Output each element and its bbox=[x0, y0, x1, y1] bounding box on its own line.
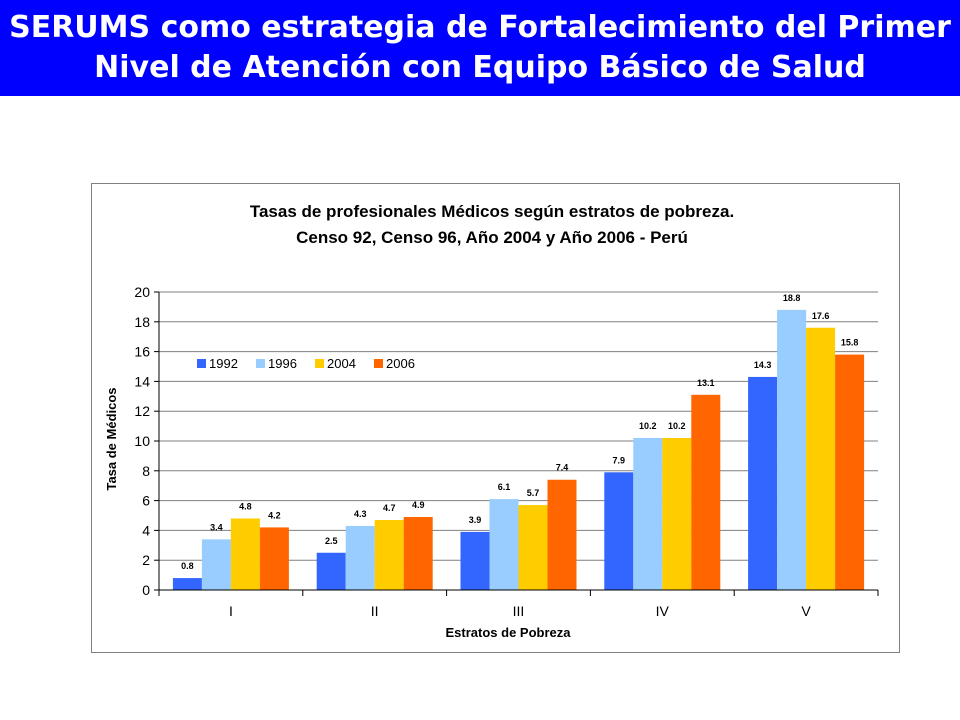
slide-title-line-2: Nivel de Atención con Equipo Básico de S… bbox=[94, 50, 866, 85]
data-labels: 0.8 3.4 4.8 4.2 2.5 4.3 4.7 4.9 3.9 6.1 5.7 7.4 7.9 1… bbox=[181, 293, 858, 571]
bar-IV-1996 bbox=[633, 438, 663, 590]
y-tick-label: 18 bbox=[134, 314, 150, 330]
bar-II-2004 bbox=[374, 519, 404, 590]
bar-chart: Tasas de profesionales Médicos según est… bbox=[104, 202, 879, 640]
bar-III-1996 bbox=[489, 499, 519, 590]
bar-II-1996 bbox=[345, 525, 375, 590]
x-tick-label: III bbox=[513, 603, 525, 619]
data-label: 15.8 bbox=[841, 338, 859, 348]
data-label: 4.9 bbox=[412, 500, 425, 510]
bar-II-2006 bbox=[403, 516, 433, 590]
data-label: 10.2 bbox=[668, 421, 686, 431]
data-label: 4.7 bbox=[383, 503, 396, 513]
bar-III-2006 bbox=[547, 479, 577, 590]
data-label: 18.8 bbox=[783, 293, 801, 303]
bar-I-2004 bbox=[230, 518, 260, 590]
y-tick-label: 4 bbox=[142, 522, 150, 538]
bar-V-2004 bbox=[806, 327, 836, 590]
bar-I-1996 bbox=[201, 539, 231, 590]
y-tick-label: 14 bbox=[134, 373, 150, 389]
bar-V-1992 bbox=[748, 376, 778, 590]
legend-label: 2006 bbox=[386, 356, 415, 371]
chart-title: Tasas de profesionales Médicos según est… bbox=[250, 202, 734, 221]
legend: 1992 1996 2004 2006 bbox=[197, 356, 415, 371]
bar-I-1992 bbox=[172, 578, 202, 590]
bar-V-1996 bbox=[777, 309, 807, 590]
data-label: 5.7 bbox=[527, 488, 540, 498]
y-tick-label: 8 bbox=[142, 463, 150, 479]
bars bbox=[172, 309, 865, 590]
data-label: 17.6 bbox=[812, 311, 830, 321]
y-tick-label: 16 bbox=[134, 344, 150, 360]
y-tick-label: 2 bbox=[142, 552, 150, 568]
y-tick-label: 12 bbox=[134, 403, 150, 419]
data-label: 10.2 bbox=[639, 421, 657, 431]
data-label: 4.8 bbox=[239, 501, 252, 511]
x-tick-label: II bbox=[371, 603, 379, 619]
legend-swatch-1996 bbox=[256, 359, 265, 368]
data-label: 13.1 bbox=[697, 378, 715, 388]
data-label: 7.4 bbox=[556, 463, 569, 473]
data-label: 6.1 bbox=[498, 482, 511, 492]
y-tick-label: 20 bbox=[134, 284, 150, 300]
bar-III-1992 bbox=[460, 531, 490, 590]
bar-I-2006 bbox=[259, 527, 289, 590]
data-label: 7.9 bbox=[613, 455, 626, 465]
y-tick-label: 6 bbox=[142, 493, 150, 509]
bar-IV-2004 bbox=[662, 438, 692, 590]
data-label: 14.3 bbox=[754, 360, 772, 370]
bar-II-1992 bbox=[316, 552, 346, 590]
bar-IV-1992 bbox=[604, 472, 634, 590]
x-tick-label: I bbox=[229, 603, 233, 619]
y-axis-label: Tasa de Médicos bbox=[104, 387, 119, 490]
x-tick-label: IV bbox=[656, 603, 670, 619]
slide-title-line-1: SERUMS como estrategia de Fortalecimient… bbox=[9, 10, 951, 45]
data-label: 3.9 bbox=[469, 515, 482, 525]
data-label: 4.3 bbox=[354, 509, 367, 519]
data-label: 3.4 bbox=[210, 522, 223, 532]
bar-III-2004 bbox=[518, 505, 548, 590]
chart-subtitle: Censo 92, Censo 96, Año 2004 y Año 2006 … bbox=[296, 228, 688, 247]
y-tick-label: 0 bbox=[142, 582, 150, 598]
x-axis-label: Estratos de Pobreza bbox=[446, 625, 572, 640]
slide-header: SERUMS como estrategia de Fortalecimient… bbox=[0, 0, 960, 96]
data-label: 4.2 bbox=[268, 510, 281, 520]
legend-swatch-1992 bbox=[197, 359, 206, 368]
legend-swatch-2006 bbox=[374, 359, 383, 368]
legend-swatch-2004 bbox=[315, 359, 324, 368]
legend-label: 1992 bbox=[209, 356, 238, 371]
x-tick-label: V bbox=[801, 603, 811, 619]
legend-label: 2004 bbox=[327, 356, 356, 371]
y-tick-label: 10 bbox=[134, 433, 150, 449]
legend-label: 1996 bbox=[268, 356, 297, 371]
data-label: 2.5 bbox=[325, 536, 338, 546]
bar-IV-2006 bbox=[691, 394, 721, 590]
bar-V-2006 bbox=[835, 354, 865, 590]
data-label: 0.8 bbox=[181, 561, 194, 571]
chart-frame: Tasas de profesionales Médicos según est… bbox=[91, 183, 900, 653]
